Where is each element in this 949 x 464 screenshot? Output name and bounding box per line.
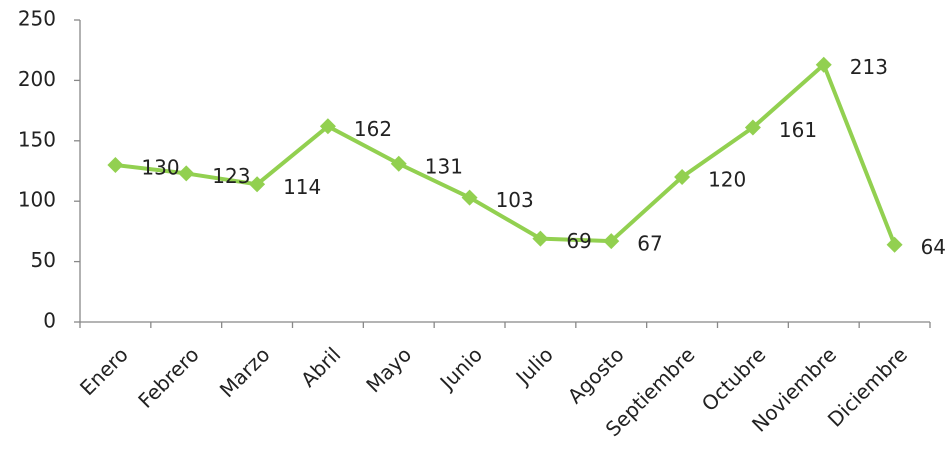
data-label: 162	[354, 117, 392, 141]
data-label: 213	[850, 55, 888, 79]
marker	[603, 233, 620, 250]
marker	[815, 56, 832, 73]
x-tick-label: Febrero	[133, 342, 203, 412]
y-tick-label: 200	[18, 67, 56, 91]
marker	[886, 236, 903, 253]
y-tick-label: 250	[18, 7, 56, 31]
marker	[319, 118, 336, 135]
data-label: 123	[212, 164, 250, 188]
data-label: 161	[779, 118, 817, 142]
data-label: 67	[637, 232, 662, 256]
x-tick-label: Julio	[510, 342, 558, 390]
x-tick-label: Enero	[75, 342, 133, 400]
marker	[178, 165, 195, 182]
y-tick-label: 50	[31, 248, 56, 272]
marker	[461, 189, 478, 206]
data-label: 120	[708, 168, 746, 192]
x-tick-label: Abril	[296, 342, 345, 391]
data-label: 130	[141, 155, 179, 179]
marker	[744, 119, 761, 136]
data-label: 114	[283, 175, 321, 199]
y-tick-label: 100	[18, 188, 56, 212]
x-tick-label: Junio	[434, 342, 487, 395]
data-label: 131	[425, 154, 463, 178]
x-tick-label: Agosto	[563, 342, 629, 408]
y-tick-label: 150	[18, 127, 56, 151]
series-line	[115, 62, 897, 246]
x-tick-label: Marzo	[215, 342, 275, 402]
marker	[107, 156, 124, 173]
x-tick-label: Octubre	[697, 342, 771, 416]
marker	[390, 155, 407, 172]
data-label: 103	[496, 188, 534, 212]
marker	[674, 169, 691, 186]
data-label: 69	[566, 229, 591, 253]
data-label: 64	[921, 235, 946, 259]
y-tick-label: 0	[43, 309, 56, 333]
x-tick-label: Mayo	[361, 342, 416, 397]
marker	[249, 176, 266, 193]
marker	[532, 230, 549, 247]
